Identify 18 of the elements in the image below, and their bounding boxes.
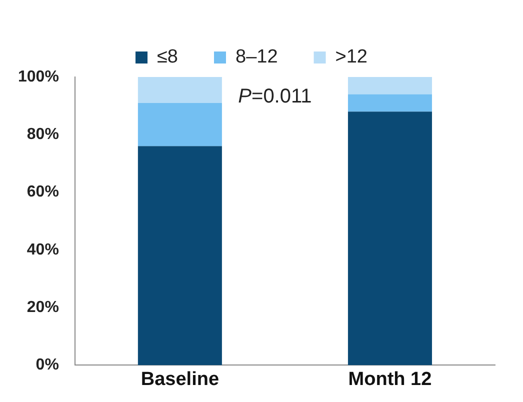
legend-label: ≤8 xyxy=(157,46,178,68)
y-tick-label: 80% xyxy=(26,126,59,144)
bar xyxy=(138,146,222,366)
y-tick-label: 40% xyxy=(26,241,59,258)
x-tick-label: Baseline xyxy=(140,368,220,390)
legend-label: 8–12 xyxy=(236,46,278,68)
bar xyxy=(138,102,222,146)
legend-label: >12 xyxy=(335,46,368,68)
bar xyxy=(348,94,432,112)
y-tick-label: 100% xyxy=(18,68,59,86)
bar xyxy=(348,77,432,94)
y-tick-label: 0% xyxy=(36,356,59,374)
bar xyxy=(348,112,432,366)
bar xyxy=(138,77,222,103)
y-tick-label: 60% xyxy=(26,184,59,201)
y-tick-label: 20% xyxy=(26,298,59,316)
x-tick-label: Month 12 xyxy=(348,368,432,390)
annotation: P=0.011 xyxy=(238,86,312,108)
